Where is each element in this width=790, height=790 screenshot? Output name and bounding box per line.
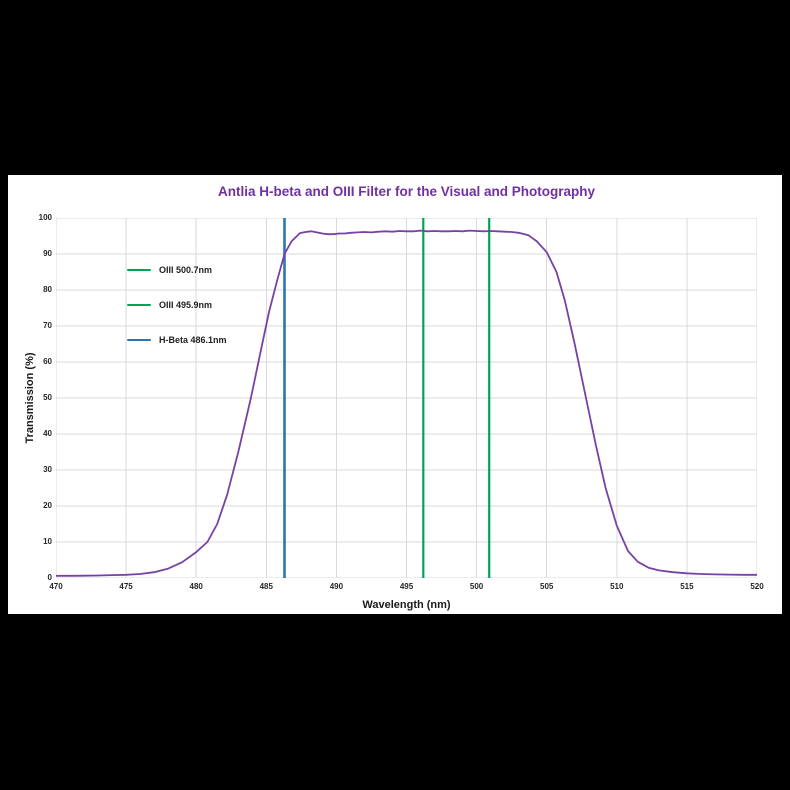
x-tick-label: 470 xyxy=(49,582,63,591)
legend-label: OIII 500.7nm xyxy=(159,265,213,275)
x-tick-label: 480 xyxy=(189,582,203,591)
legend-entry-oiii-495: OIII 495.9nm xyxy=(127,299,212,311)
y-tick-label: 90 xyxy=(43,249,52,258)
legend-entry-hbeta-486: H-Beta 486.1nm xyxy=(127,334,227,346)
x-axis-title: Wavelength (nm) xyxy=(362,599,451,611)
x-tick-label: 505 xyxy=(540,582,554,591)
legend-label: OIII 495.9nm xyxy=(159,300,213,310)
y-tick-label: 40 xyxy=(43,429,52,438)
x-tick-label: 515 xyxy=(680,582,694,591)
legend-line-swatch-green xyxy=(127,268,151,272)
transmission-curve xyxy=(56,229,757,577)
plot-area: OIII 500.7nm OIII 495.9nm H-Beta 486.1nm xyxy=(56,218,757,578)
y-tick-label: 60 xyxy=(43,357,52,366)
chart-title: Antlia H-beta and OIII Filter for the Vi… xyxy=(217,184,596,199)
x-tick-label: 495 xyxy=(399,582,414,591)
x-tick-label: 500 xyxy=(469,582,484,591)
y-axis-title: Transmission (%) xyxy=(24,352,36,444)
x-tick-label: 475 xyxy=(119,582,133,591)
x-tick-label: 520 xyxy=(750,582,764,591)
plot-canvas xyxy=(56,218,757,578)
x-tick-label: 510 xyxy=(610,582,624,591)
y-tick-label: 80 xyxy=(43,285,52,294)
y-tick-label: 100 xyxy=(38,213,52,222)
legend-entry-oiii-500: OIII 500.7nm xyxy=(127,264,212,276)
y-tick-label: 0 xyxy=(47,573,52,582)
y-tick-label: 20 xyxy=(43,501,52,510)
x-tick-label: 490 xyxy=(329,582,344,591)
y-tick-label: 30 xyxy=(43,465,52,474)
y-tick-label: 50 xyxy=(43,393,52,402)
legend-line-swatch-blue xyxy=(127,338,151,342)
x-tick-label: 485 xyxy=(259,582,273,591)
chart-panel: Antlia H-beta and OIII Filter for the Vi… xyxy=(8,175,782,614)
legend-label: H-Beta 486.1nm xyxy=(159,335,227,345)
y-tick-label: 70 xyxy=(43,321,52,330)
legend-line-swatch-green xyxy=(127,303,151,307)
y-tick-label: 10 xyxy=(43,537,52,546)
